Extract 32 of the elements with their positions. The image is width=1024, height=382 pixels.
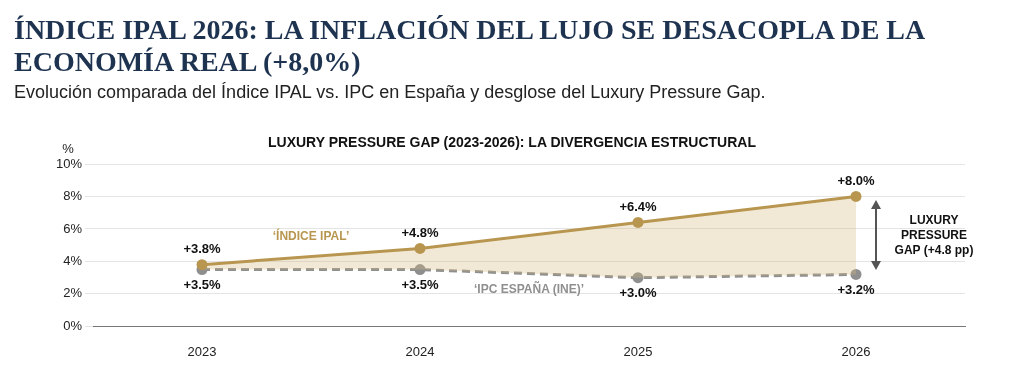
y-tick-label: 4% xyxy=(63,253,83,269)
series-label: ‘IPC ESPAÑA (INE)’ xyxy=(473,280,585,296)
data-label: +3.5% xyxy=(401,276,440,292)
x-tick-label: 2025 xyxy=(623,343,653,359)
point xyxy=(850,268,862,280)
x-tick-label: 2026 xyxy=(841,343,871,359)
y-tick-label: 6% xyxy=(63,220,83,236)
y-tick-label: 2% xyxy=(63,285,83,301)
point xyxy=(414,242,426,254)
point xyxy=(196,259,208,271)
data-label: +3.8% xyxy=(183,240,222,256)
series-label: ‘ÍNDICE IPAL’ xyxy=(272,227,350,243)
point xyxy=(632,272,644,284)
data-label: +8.0% xyxy=(837,172,876,188)
y-tick-label: 8% xyxy=(63,188,83,204)
point xyxy=(414,264,426,276)
data-label: +3.0% xyxy=(619,284,658,300)
chart-subtitle: Evolución comparada del Índice IPAL vs. IPC en España y desglose del Luxury Pressure Gap. xyxy=(14,82,766,103)
annotation: LUXURY PRESSURE GAP (+4.8 pp) xyxy=(894,212,974,257)
data-label: +6.4% xyxy=(619,198,658,214)
y-tick-label: 0% xyxy=(63,317,83,333)
data-label: +3.5% xyxy=(183,276,222,292)
chart-title: ÍNDICE IPAL 2026: LA INFLACIÓN DEL LUJO SE DESACOPLA DE LA ECONOMÍA REAL (+8,0%) xyxy=(14,14,926,78)
x-tick-label: 2024 xyxy=(405,343,435,359)
point xyxy=(632,216,644,228)
data-label: +4.8% xyxy=(401,224,440,240)
text: LUXURY PRESSURE GAP (2023-2026): LA DIVERGENCIA ESTRUCTURAL xyxy=(267,134,757,150)
data-label: +3.2% xyxy=(837,281,876,297)
point xyxy=(850,190,862,202)
y-tick-label: 10% xyxy=(55,155,83,171)
y-axis-title: % xyxy=(62,141,75,157)
x-tick-label: 2023 xyxy=(187,343,217,359)
